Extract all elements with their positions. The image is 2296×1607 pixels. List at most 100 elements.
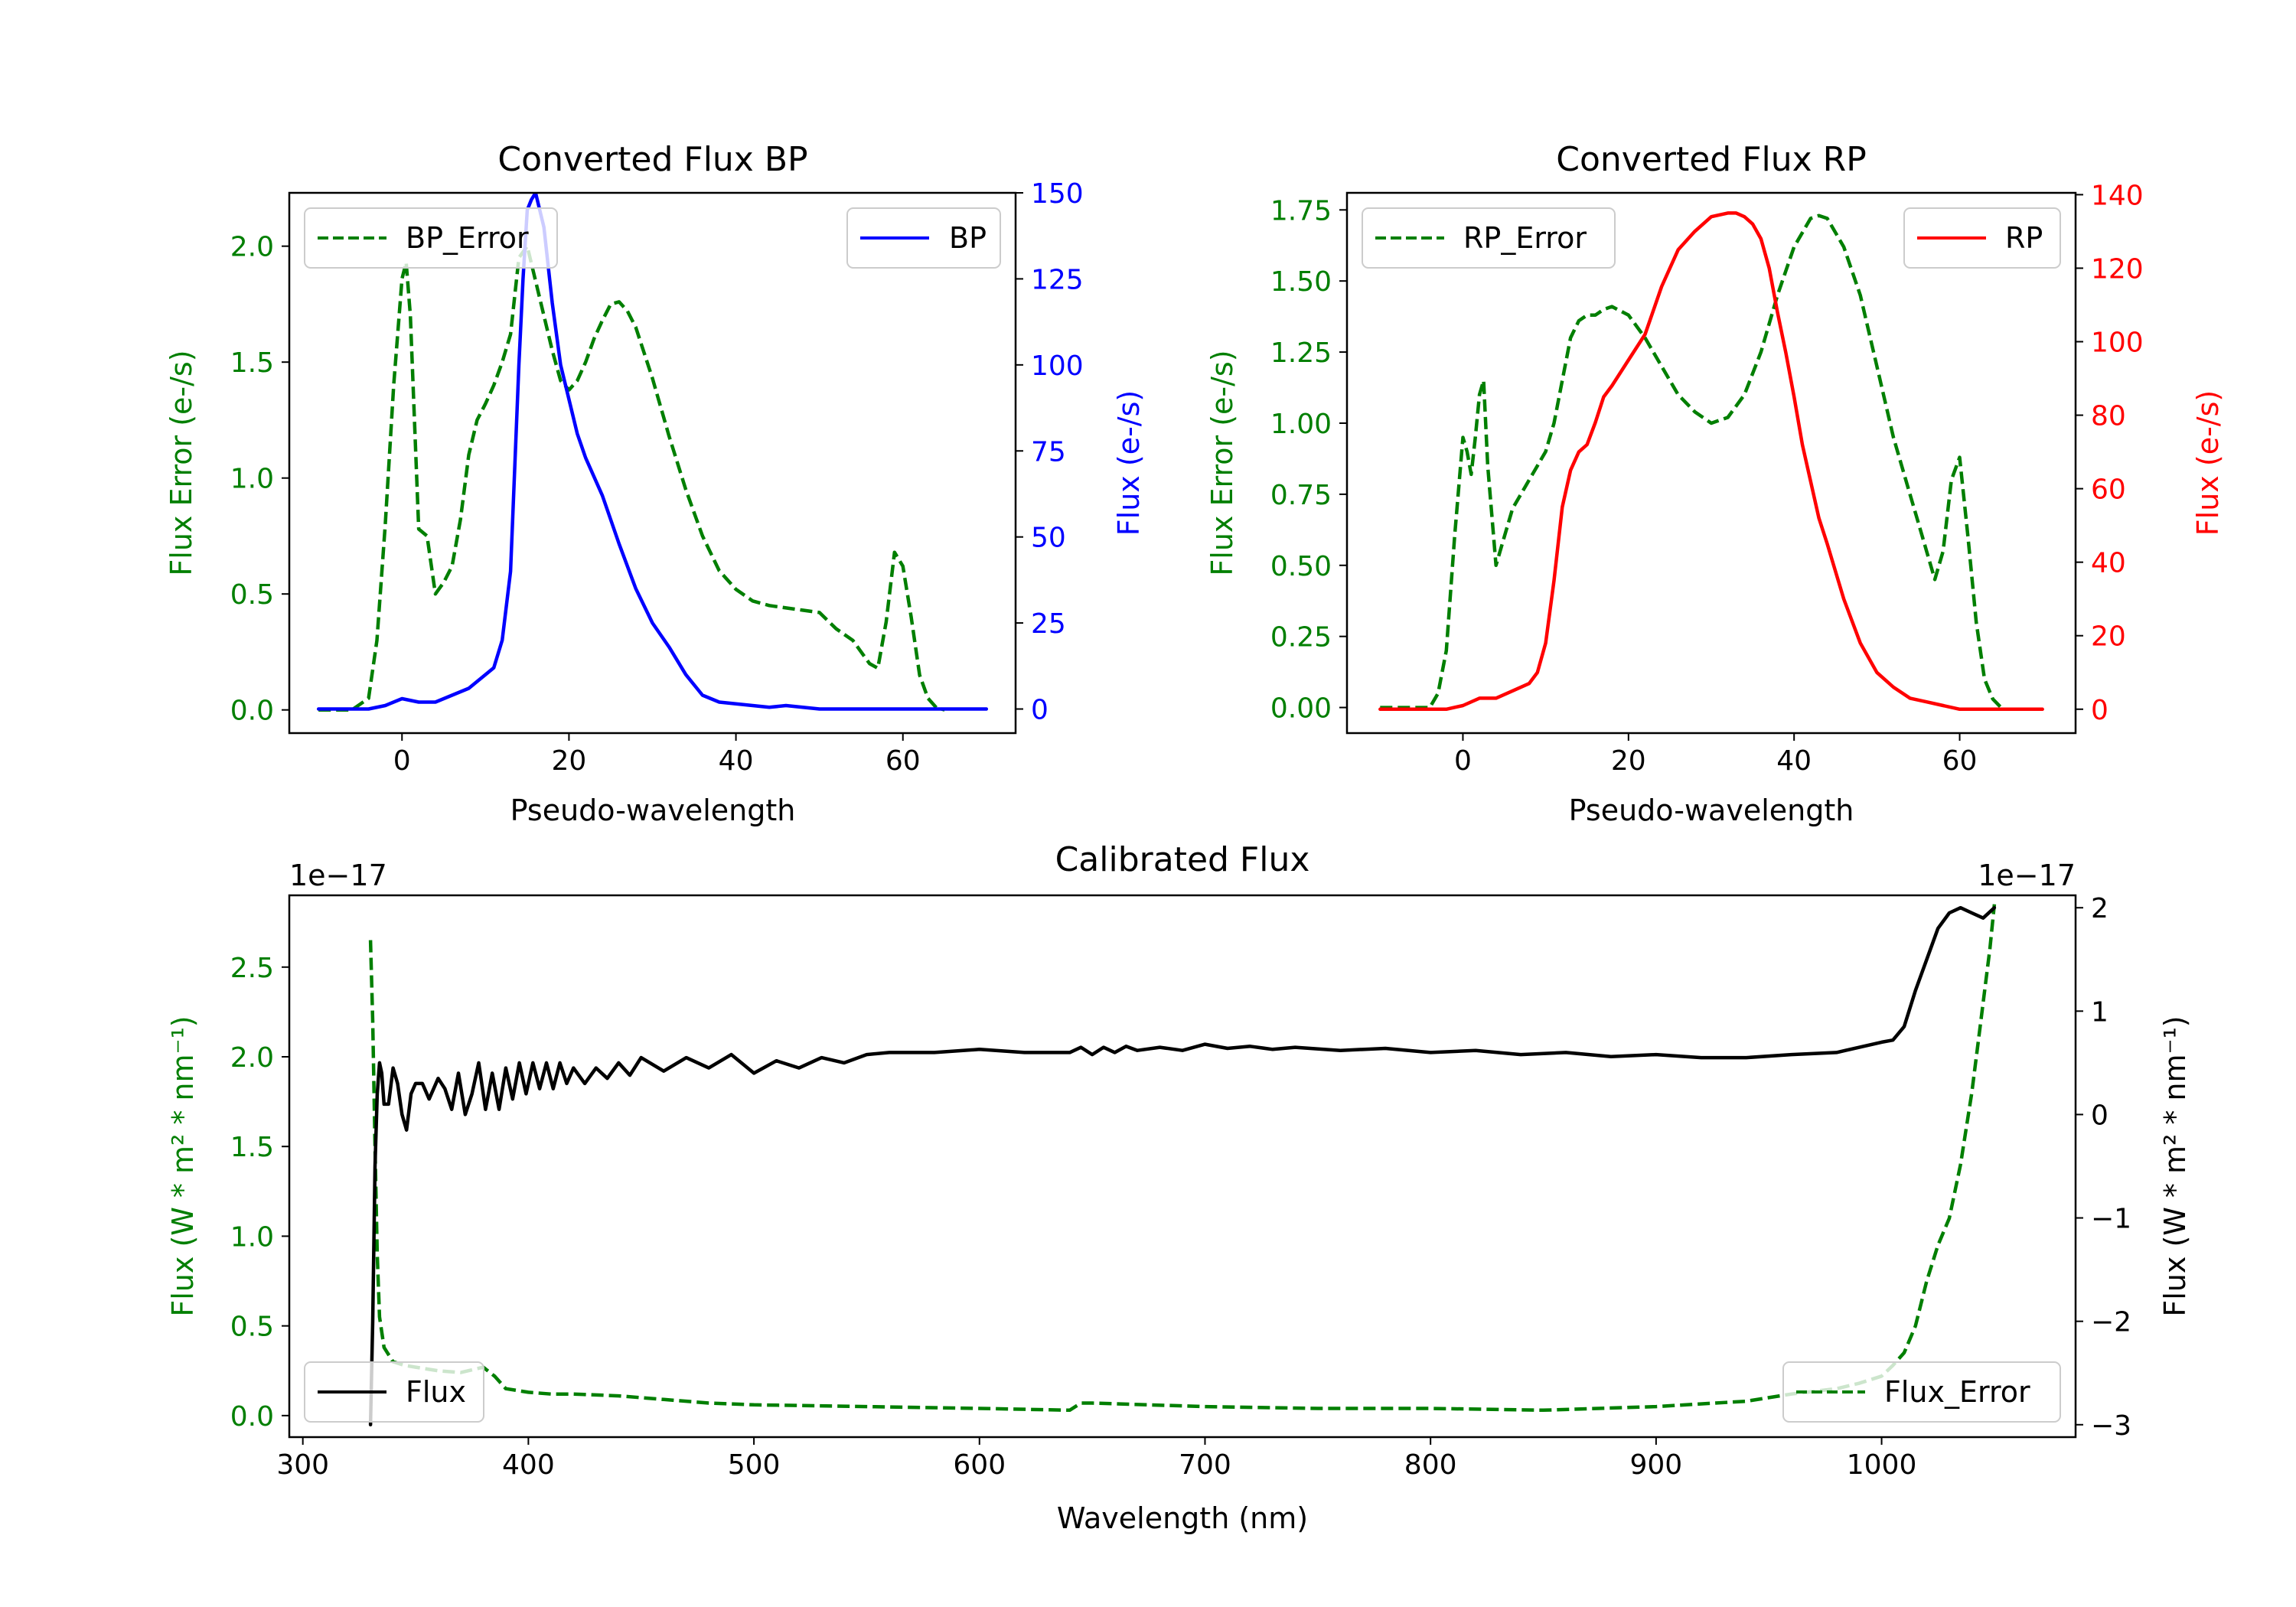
rp-left-y-tick-label: 0.75: [1270, 480, 1332, 511]
rp-left-y-tick-label: 1.25: [1270, 337, 1332, 369]
rp-left-y-tick-label: 0.50: [1270, 551, 1332, 582]
rp-legend-left-label: RP_Error: [1463, 221, 1587, 255]
bp-left-y-tick-label: 0.5: [230, 579, 274, 611]
bp-left-y-tick-label: 1.5: [230, 347, 274, 379]
cal-legend-left-box: [304, 1361, 484, 1423]
rp-legend-right[interactable]: RP: [1903, 207, 2061, 269]
rp-left-y-tick-label: 0.25: [1270, 622, 1332, 654]
cal-legend-left[interactable]: Flux: [304, 1361, 484, 1423]
bp-x-tick-label: 0: [393, 745, 411, 777]
cal-right-y-tick-label: −3: [2091, 1410, 2131, 1442]
cal-x-axis-label: Wavelength (nm): [1057, 1501, 1308, 1535]
rp-plot-area: 0 20 40 60 0.00 0.25 0.50 0.75 1.00 1.25 1.50 1.75 0…: [1270, 180, 2144, 777]
rp-axes-frame: [1345, 191, 2077, 735]
cal-right-y-tick-label: −2: [2091, 1307, 2131, 1338]
cal-legend-left-label: Flux: [406, 1375, 466, 1409]
cal-x-tick-label: 300: [276, 1449, 329, 1481]
bp-legend-right-label: BP: [949, 221, 987, 255]
cal-x-tick-label: 600: [953, 1449, 1006, 1481]
bp-axes-frame: [288, 191, 1017, 735]
bp-legend-right[interactable]: BP: [846, 207, 1001, 269]
cal-legend-right-box: [1782, 1361, 2061, 1423]
rp-right-y-tick-label: 120: [2091, 253, 2144, 285]
bp-left-y-tick-label: 0.0: [230, 696, 274, 727]
rp-left-y-tick-label: 1.50: [1270, 266, 1332, 298]
rp-right-y-tick-label: 0: [2091, 695, 2108, 726]
bp-left-y-tick-label: 2.0: [230, 232, 274, 263]
bp-x-tick-label: 60: [885, 745, 921, 777]
bp-right-y-tick-label: 50: [1031, 523, 1066, 554]
rp-legend-right-label: RP: [2005, 221, 2043, 255]
rp-right-y-tick-label: 140: [2091, 180, 2144, 211]
bp-plot-area: 0 20 40 60 0.0 0.5 1.0 1.5 2.0 0 25 50 75 100 125 150: [230, 178, 1084, 777]
cal-legend-right[interactable]: Flux_Error: [1782, 1361, 2061, 1423]
bp-legend-left-label: BP_Error: [406, 221, 529, 255]
cal-left-y-tick-label: 0.0: [230, 1401, 274, 1433]
bp-right-y-tick-label: 25: [1031, 608, 1066, 640]
bp-right-y-tick-label: 150: [1031, 178, 1084, 210]
cal-right-y-tick-label: −1: [2091, 1204, 2131, 1235]
bp-legend-left-box: [304, 207, 558, 269]
cal-legend-right-label: Flux_Error: [1884, 1375, 2030, 1409]
cal-series-flux: [368, 905, 1997, 1427]
bp-series-bp-error: [318, 244, 945, 712]
rp-series-rp: [1378, 211, 2044, 712]
rp-right-y-tick-label: 80: [2091, 401, 2126, 432]
rp-x-tick-label: 40: [1776, 745, 1812, 777]
cal-x-tick-label: 500: [728, 1449, 781, 1481]
rp-x-tick-label: 0: [1454, 745, 1472, 777]
rp-legend-left[interactable]: RP_Error: [1362, 207, 1616, 269]
bp-right-y-axis-label: Flux (e-/s): [1112, 390, 1146, 536]
bp-legend-left[interactable]: BP_Error: [304, 207, 558, 269]
rp-left-y-tick-label: 0.00: [1270, 693, 1332, 725]
rp-left-y-axis-label: Flux Error (e-/s): [1205, 350, 1239, 575]
bp-title: Converted Flux BP: [497, 140, 807, 179]
cal-axes-frame: [288, 894, 2077, 1439]
cal-x-tick-label: 700: [1179, 1449, 1231, 1481]
cal-right-y-tick-label: 0: [2091, 1100, 2108, 1131]
rp-title: Converted Flux RP: [1556, 140, 1867, 179]
cal-left-y-tick-label: 1.0: [230, 1221, 274, 1253]
rp-left-y-tick-label: 1.00: [1270, 409, 1332, 440]
rp-right-y-tick-label: 40: [2091, 548, 2126, 579]
cal-title: Calibrated Flux: [1055, 840, 1310, 879]
cal-x-tick-label: 900: [1630, 1449, 1683, 1481]
cal-left-offset-label: 1e−17: [289, 859, 387, 892]
bp-x-tick-label: 40: [719, 745, 754, 777]
rp-right-y-tick-label: 100: [2091, 328, 2144, 359]
cal-right-y-axis-label: Flux (W * m² * nm⁻¹): [2158, 1015, 2192, 1316]
rp-x-tick-label: 60: [1942, 745, 1978, 777]
bp-left-y-tick-label: 1.0: [230, 464, 274, 495]
cal-x-tick-label: 800: [1404, 1449, 1457, 1481]
cal-left-y-tick-label: 2.0: [230, 1042, 274, 1074]
rp-series-rp-error: [1380, 214, 2003, 709]
rp-chart: Converted Flux RP 0 20 40 60 0.00 0.25 0.50 0.7…: [1205, 140, 2225, 827]
cal-left-y-tick-label: 0.5: [230, 1312, 274, 1343]
cal-left-y-tick-label: 2.5: [230, 953, 274, 984]
rp-x-tick-label: 20: [1611, 745, 1646, 777]
cal-right-y-tick-label: 2: [2091, 893, 2108, 924]
bp-right-y-tick-label: 125: [1031, 264, 1084, 295]
rp-right-y-tick-label: 60: [2091, 474, 2126, 506]
bp-series-bp: [316, 193, 989, 711]
bp-right-y-tick-label: 0: [1031, 695, 1049, 726]
rp-legend-left-box: [1362, 207, 1616, 269]
cal-right-offset-label: 1e−17: [1978, 859, 2076, 892]
bp-left-y-axis-label: Flux Error (e-/s): [165, 350, 198, 575]
cal-left-y-axis-label: Flux (W * m² * nm⁻¹): [166, 1015, 200, 1316]
bp-right-y-tick-label: 75: [1031, 436, 1066, 468]
cal-left-y-tick-label: 1.5: [230, 1132, 274, 1163]
bp-x-axis-label: Pseudo-wavelength: [510, 794, 796, 827]
cal-right-y-tick-label: 1: [2091, 996, 2108, 1028]
cal-x-tick-label: 1000: [1847, 1449, 1917, 1481]
bp-x-tick-label: 20: [552, 745, 587, 777]
rp-right-y-axis-label: Flux (e-/s): [2191, 390, 2225, 536]
cal-plot-area: 300 400 500 600 700 800 900 1000 0.0 0.5 1.0 1.5 2.0…: [230, 893, 2131, 1481]
bp-right-y-tick-label: 100: [1031, 350, 1084, 382]
bp-chart: Converted Flux BP 0 20 40 60 0.0 0.5 1.0 1.5 2.0…: [165, 140, 1146, 827]
cal-x-tick-label: 400: [502, 1449, 555, 1481]
rp-x-axis-label: Pseudo-wavelength: [1569, 794, 1854, 827]
rp-left-y-tick-label: 1.75: [1270, 195, 1332, 227]
calibrated-chart: Calibrated Flux 1e−17 1e−17 300 400 500 600…: [166, 840, 2192, 1535]
